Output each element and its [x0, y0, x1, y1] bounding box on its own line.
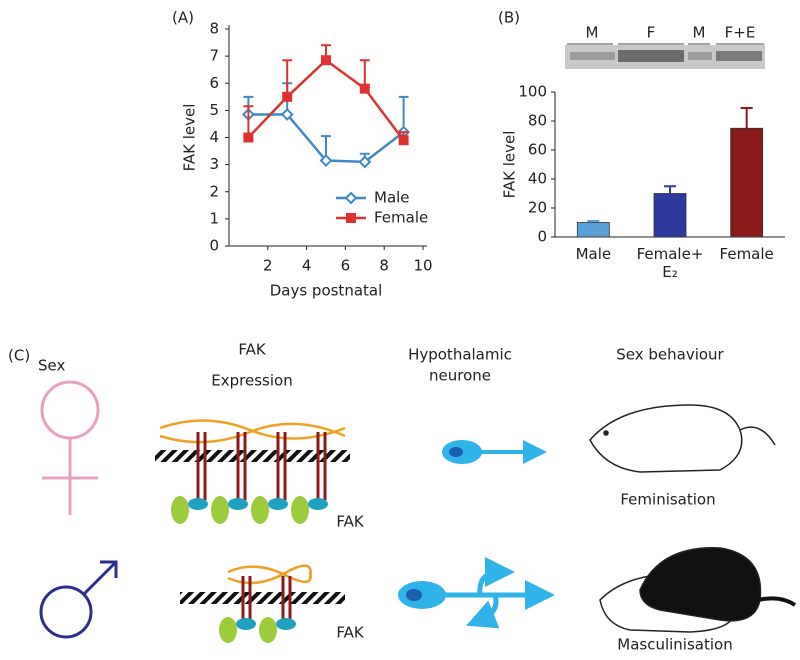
blot-label: M	[693, 24, 706, 42]
y-tick-label: 2	[209, 182, 219, 200]
marker	[280, 108, 294, 121]
column-header: neurone	[429, 367, 491, 385]
legend-marker	[344, 191, 358, 205]
membrane	[180, 564, 345, 643]
blot-label: F+E	[725, 24, 756, 42]
bar	[653, 193, 687, 238]
column-header: Sex	[38, 357, 65, 375]
rat-male	[599, 547, 797, 633]
marker	[319, 154, 333, 167]
marker	[398, 135, 409, 146]
error-bar	[282, 59, 293, 97]
x-tick-label: Female+ E₂	[636, 245, 704, 281]
error-bar	[664, 185, 676, 194]
error-bar	[243, 105, 254, 138]
blot-label: F	[647, 24, 656, 42]
marker	[282, 91, 293, 102]
x-tick-label: Male	[575, 245, 612, 263]
x-tick-label: 8	[379, 257, 389, 275]
y-tick-label: 100	[518, 83, 547, 101]
neurone	[398, 557, 555, 629]
y-axis-label: FAK level	[501, 131, 519, 199]
fak-label: FAK	[336, 513, 365, 531]
western-blot	[565, 43, 765, 69]
y-tick-label: 6	[209, 74, 219, 92]
rat-female	[589, 404, 776, 473]
blot-label: M	[586, 24, 599, 42]
x-tick-label: Female	[719, 245, 774, 263]
y-tick-label: 1	[209, 209, 219, 227]
marker	[358, 155, 372, 169]
legend-label: Female	[374, 209, 428, 227]
bar	[576, 222, 610, 238]
panel-label: (A)	[172, 9, 194, 27]
outcome: Feminisation	[620, 491, 715, 509]
marker	[359, 83, 370, 94]
outcome: Masculinisation	[617, 636, 732, 654]
y-tick-label: 80	[528, 112, 547, 130]
panel-label: (C)	[8, 347, 30, 365]
marker	[243, 132, 254, 143]
error-bar	[740, 106, 753, 129]
membrane	[155, 419, 350, 524]
male-symbol	[39, 560, 118, 639]
x-tick-label: 6	[341, 257, 351, 275]
legend-label: Male	[374, 189, 410, 207]
y-tick-label: 20	[528, 199, 547, 217]
x-tick-label-box: Female+ E₂	[636, 245, 704, 281]
x-tick-label-box: Male	[575, 245, 612, 263]
column-header: Hypothalamic	[408, 346, 512, 364]
fak-label: FAK	[336, 624, 365, 642]
neurone	[442, 440, 547, 464]
x-tick-label: 2	[263, 257, 273, 275]
series-line	[247, 58, 405, 141]
y-tick-label: 7	[209, 47, 219, 65]
x-tick-label: 4	[302, 257, 312, 275]
y-tick-label: 4	[209, 128, 219, 146]
y-tick-label: 0	[209, 237, 219, 255]
column-header: FAK	[238, 341, 267, 359]
y-tick-label: 0	[537, 228, 547, 246]
legend-marker	[346, 213, 356, 223]
y-tick-label: 40	[528, 170, 547, 188]
bar	[730, 127, 764, 238]
y-tick-label: 3	[209, 155, 219, 173]
marker	[321, 55, 331, 66]
y-axis-label: FAK level	[181, 104, 199, 172]
female-symbol	[40, 380, 100, 515]
panel-label: (B)	[498, 9, 520, 27]
y-tick-label: 60	[528, 141, 547, 159]
column-header: Expression	[211, 372, 292, 390]
x-tick-label: 10	[413, 257, 432, 275]
x-axis-label: Days postnatal	[270, 282, 383, 300]
x-tick-label-box: Female	[719, 245, 774, 263]
column-header: Sex behaviour	[616, 346, 724, 364]
y-tick-label: 5	[209, 101, 219, 119]
y-tick-label: 8	[209, 20, 219, 38]
